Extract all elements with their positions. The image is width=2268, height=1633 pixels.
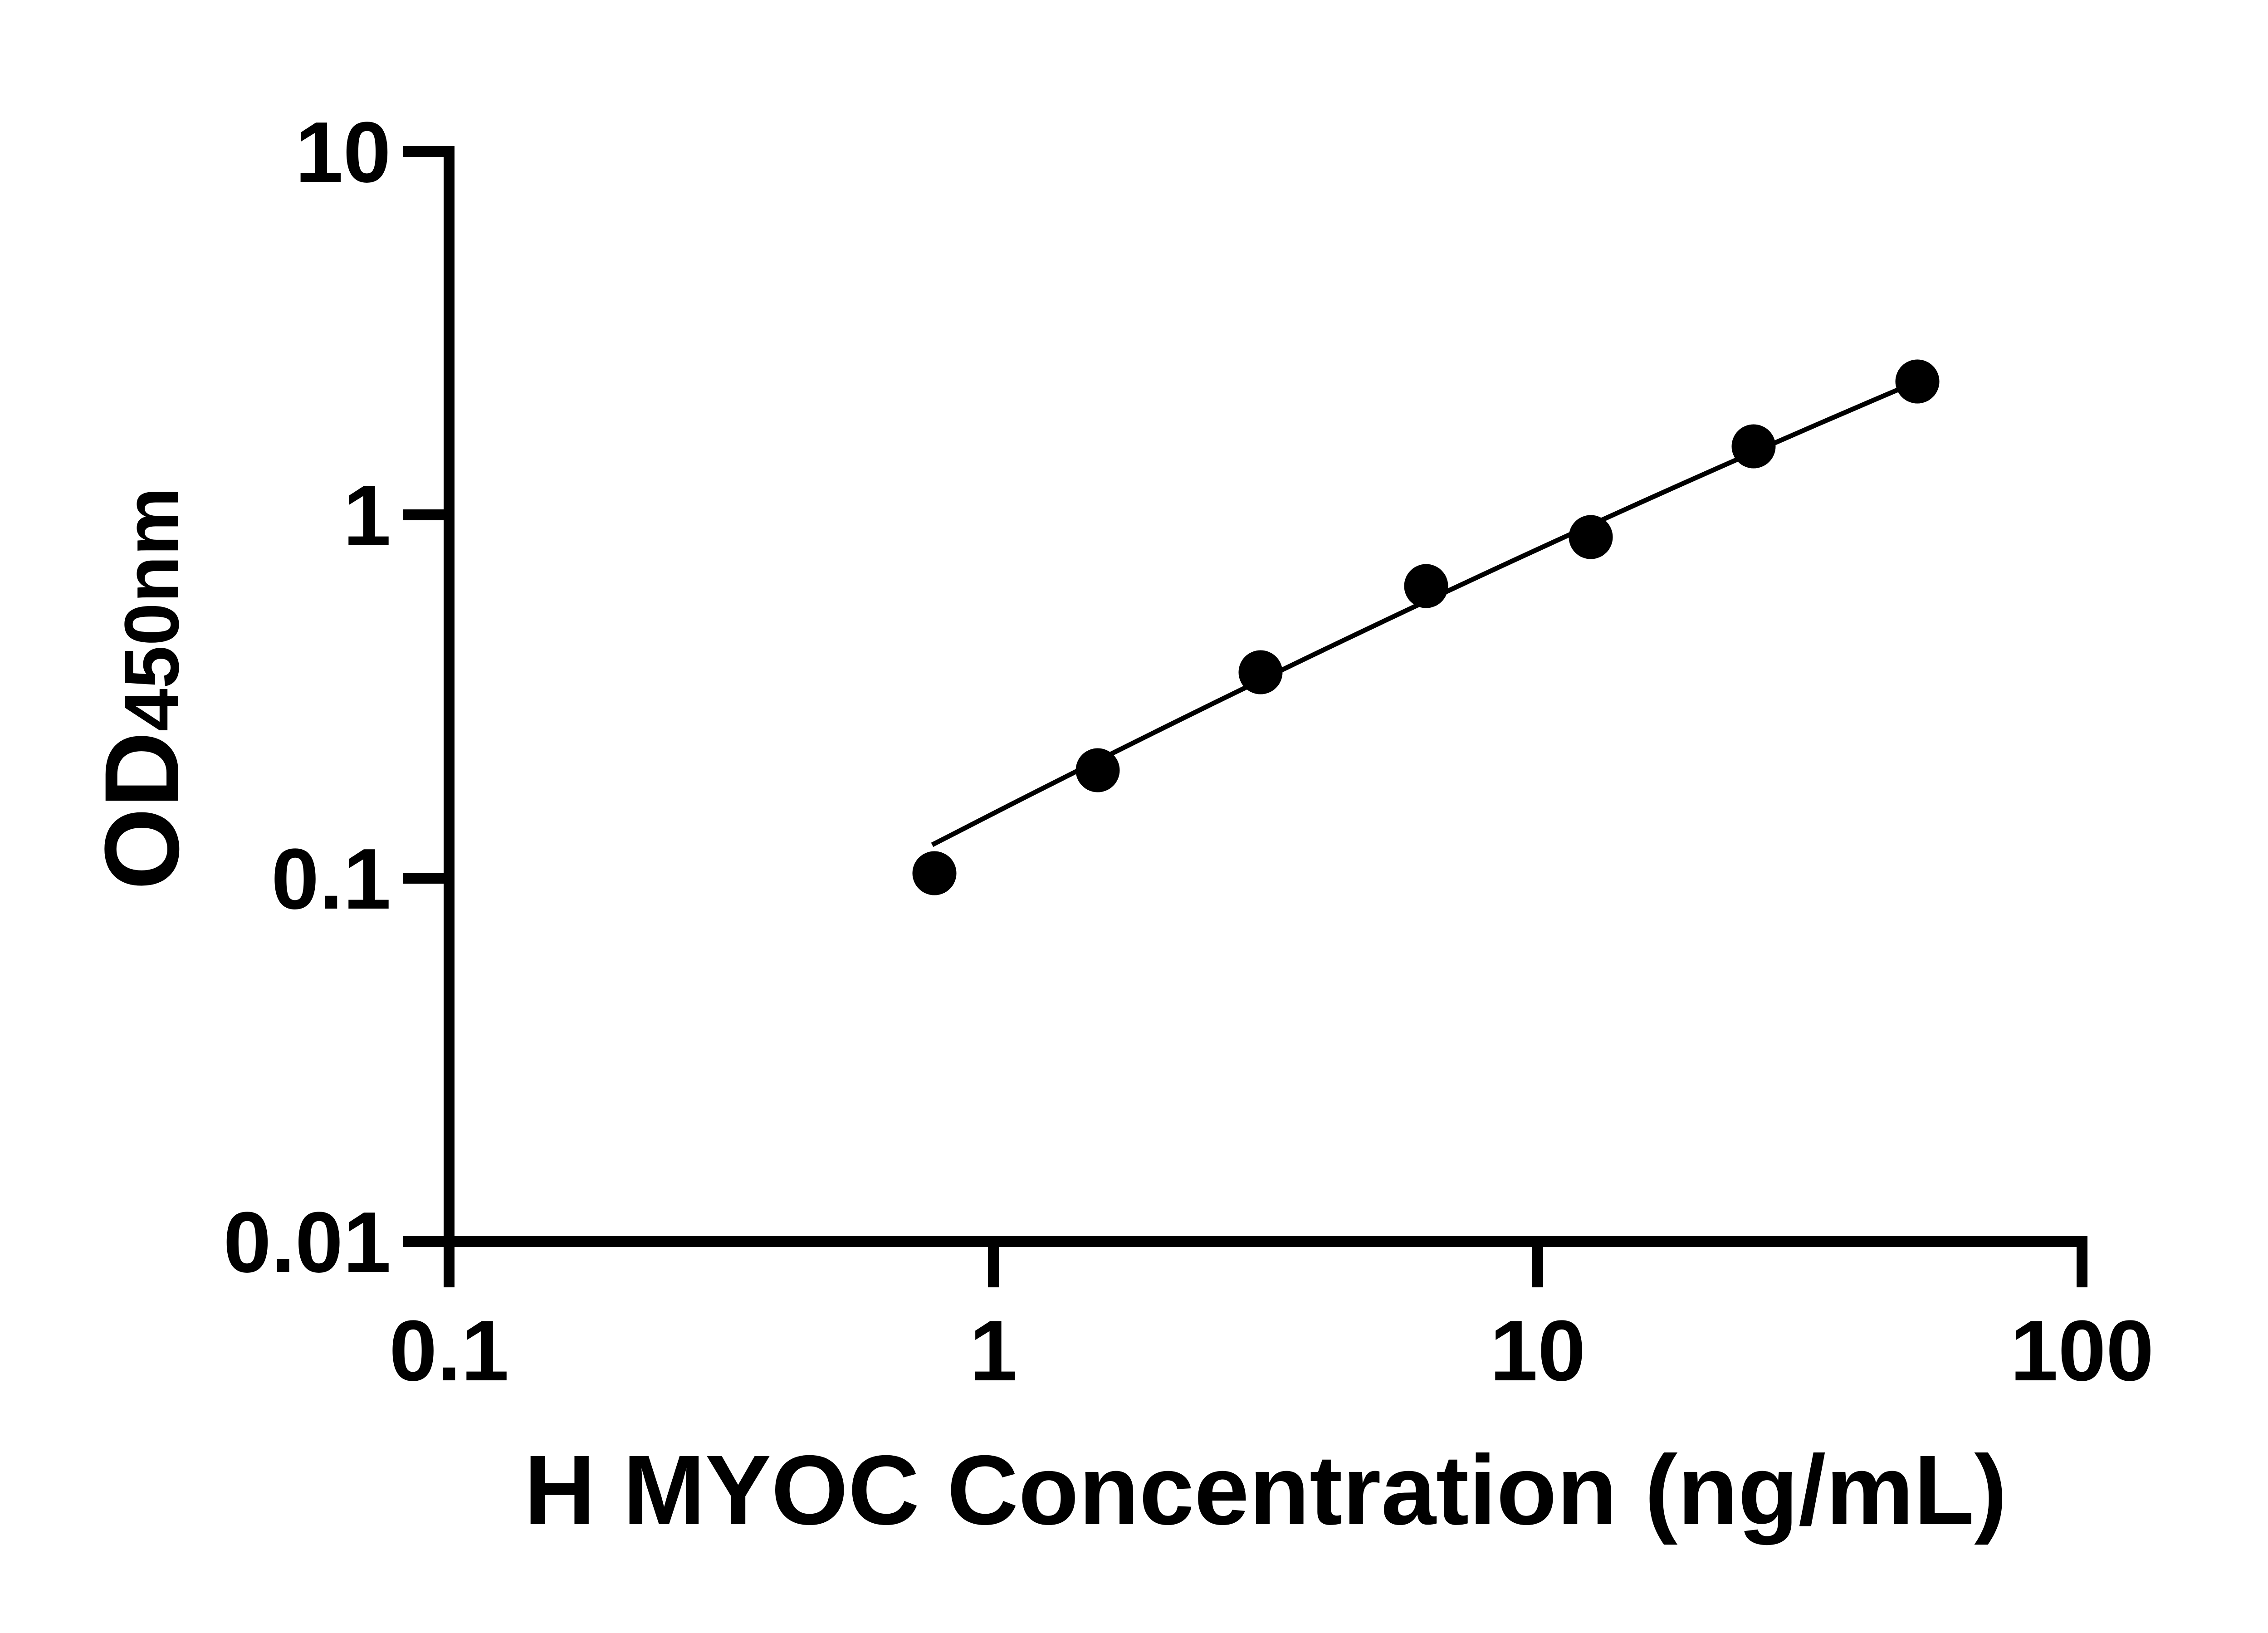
svg-text:1: 1: [969, 1303, 1017, 1399]
svg-text:100: 100: [2010, 1303, 2154, 1399]
svg-text:10: 10: [295, 104, 391, 200]
svg-text:0.1: 0.1: [271, 831, 391, 927]
svg-text:OD450nm: OD450nm: [83, 487, 201, 890]
svg-text:0.1: 0.1: [389, 1303, 509, 1399]
svg-text:1: 1: [343, 468, 391, 564]
svg-text:10: 10: [1490, 1303, 1585, 1399]
svg-text:0.01: 0.01: [223, 1194, 391, 1291]
svg-text:H MYOC Concentration (ng/mL): H MYOC Concentration (ng/mL): [524, 1435, 2007, 1545]
